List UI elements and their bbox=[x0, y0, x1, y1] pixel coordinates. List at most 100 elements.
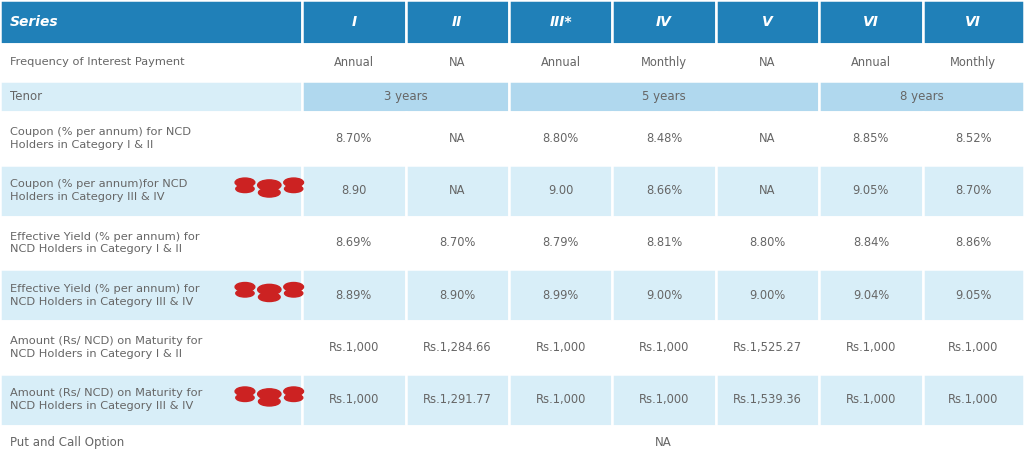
Bar bbox=[509, 81, 819, 112]
Text: NA: NA bbox=[759, 56, 776, 69]
Text: 8.70%: 8.70% bbox=[336, 132, 372, 145]
Text: 8.69%: 8.69% bbox=[336, 236, 372, 250]
Text: 8.86%: 8.86% bbox=[955, 236, 991, 250]
Bar bbox=[302, 321, 406, 374]
Bar bbox=[302, 426, 1024, 459]
Text: 8.52%: 8.52% bbox=[955, 132, 991, 145]
Text: 8.66%: 8.66% bbox=[646, 184, 682, 197]
Text: 8.81%: 8.81% bbox=[646, 236, 682, 250]
Text: NA: NA bbox=[449, 184, 466, 197]
Ellipse shape bbox=[236, 394, 254, 402]
Bar bbox=[716, 321, 819, 374]
Text: II: II bbox=[452, 15, 463, 29]
Text: Amount (Rs/ NCD) on Maturity for
NCD Holders in Category III & IV: Amount (Rs/ NCD) on Maturity for NCD Hol… bbox=[10, 388, 203, 411]
Circle shape bbox=[258, 389, 281, 399]
Text: Coupon (% per annum)for NCD
Holders in Category III & IV: Coupon (% per annum)for NCD Holders in C… bbox=[10, 179, 187, 202]
Circle shape bbox=[258, 284, 281, 295]
Bar bbox=[923, 0, 1024, 44]
Bar bbox=[0, 44, 302, 81]
Text: 9.04%: 9.04% bbox=[853, 289, 889, 302]
Bar bbox=[923, 269, 1024, 321]
Bar bbox=[0, 426, 302, 459]
Bar bbox=[923, 44, 1024, 81]
Text: Rs.1,000: Rs.1,000 bbox=[846, 393, 896, 406]
Text: Effective Yield (% per annum) for
NCD Holders in Category I & II: Effective Yield (% per annum) for NCD Ho… bbox=[10, 232, 200, 254]
Bar bbox=[0, 165, 302, 217]
Text: 8.70%: 8.70% bbox=[955, 184, 991, 197]
Text: Rs.1,000: Rs.1,000 bbox=[639, 341, 689, 354]
Bar bbox=[0, 112, 302, 165]
Bar bbox=[302, 0, 406, 44]
Bar bbox=[612, 0, 716, 44]
Text: Amount (Rs/ NCD) on Maturity for
NCD Holders in Category I & II: Amount (Rs/ NCD) on Maturity for NCD Hol… bbox=[10, 336, 203, 359]
Bar bbox=[819, 321, 923, 374]
Circle shape bbox=[284, 282, 303, 291]
Bar bbox=[509, 374, 612, 426]
Text: 8.79%: 8.79% bbox=[543, 236, 579, 250]
Ellipse shape bbox=[258, 188, 281, 197]
Bar bbox=[509, 321, 612, 374]
Text: Rs.1,000: Rs.1,000 bbox=[329, 393, 379, 406]
Bar bbox=[302, 269, 406, 321]
Bar bbox=[302, 112, 406, 165]
Bar bbox=[406, 44, 509, 81]
Text: Monthly: Monthly bbox=[641, 56, 687, 69]
Text: Rs.1,291.77: Rs.1,291.77 bbox=[423, 393, 492, 406]
Bar bbox=[509, 44, 612, 81]
Text: NA: NA bbox=[759, 132, 776, 145]
Bar bbox=[302, 165, 406, 217]
Bar bbox=[716, 374, 819, 426]
Text: Annual: Annual bbox=[334, 56, 374, 69]
Text: Rs.1,525.27: Rs.1,525.27 bbox=[733, 341, 802, 354]
Text: NA: NA bbox=[654, 436, 672, 449]
Text: 8.48%: 8.48% bbox=[646, 132, 682, 145]
Bar bbox=[716, 0, 819, 44]
Text: NA: NA bbox=[759, 184, 776, 197]
Bar bbox=[716, 269, 819, 321]
Bar bbox=[716, 165, 819, 217]
Text: 9.05%: 9.05% bbox=[955, 289, 991, 302]
Bar bbox=[406, 0, 509, 44]
Bar bbox=[406, 374, 509, 426]
Bar bbox=[612, 112, 716, 165]
Text: III*: III* bbox=[549, 15, 572, 29]
Text: Rs.1,000: Rs.1,000 bbox=[536, 393, 586, 406]
Ellipse shape bbox=[285, 290, 303, 297]
Text: Coupon (% per annum) for NCD
Holders in Category I & II: Coupon (% per annum) for NCD Holders in … bbox=[10, 127, 191, 150]
Ellipse shape bbox=[236, 185, 254, 193]
Text: 8 years: 8 years bbox=[900, 90, 943, 103]
Text: Series: Series bbox=[10, 15, 58, 29]
Text: Rs.1,284.66: Rs.1,284.66 bbox=[423, 341, 492, 354]
Bar bbox=[509, 269, 612, 321]
Text: VI: VI bbox=[863, 15, 879, 29]
Bar bbox=[819, 269, 923, 321]
Text: 8.99%: 8.99% bbox=[543, 289, 579, 302]
Text: Monthly: Monthly bbox=[950, 56, 996, 69]
Bar bbox=[612, 217, 716, 269]
Circle shape bbox=[236, 282, 255, 291]
Ellipse shape bbox=[258, 292, 281, 302]
Circle shape bbox=[284, 387, 303, 396]
Bar bbox=[406, 165, 509, 217]
Text: IV: IV bbox=[656, 15, 672, 29]
Text: 9.00%: 9.00% bbox=[646, 289, 682, 302]
Text: 3 years: 3 years bbox=[384, 90, 427, 103]
Bar bbox=[509, 217, 612, 269]
Text: VI: VI bbox=[966, 15, 981, 29]
Text: Frequency of Interest Payment: Frequency of Interest Payment bbox=[10, 57, 185, 67]
Bar bbox=[406, 217, 509, 269]
Text: V: V bbox=[762, 15, 773, 29]
Text: Rs.1,539.36: Rs.1,539.36 bbox=[733, 393, 802, 406]
Bar bbox=[612, 321, 716, 374]
Text: Rs.1,000: Rs.1,000 bbox=[948, 393, 998, 406]
Bar bbox=[509, 112, 612, 165]
Ellipse shape bbox=[258, 397, 281, 406]
Ellipse shape bbox=[285, 185, 303, 193]
Bar bbox=[302, 217, 406, 269]
Circle shape bbox=[258, 180, 281, 190]
Text: 8.90%: 8.90% bbox=[439, 289, 475, 302]
Text: Rs.1,000: Rs.1,000 bbox=[948, 341, 998, 354]
Ellipse shape bbox=[285, 394, 303, 402]
Bar bbox=[819, 81, 1024, 112]
Bar bbox=[406, 269, 509, 321]
